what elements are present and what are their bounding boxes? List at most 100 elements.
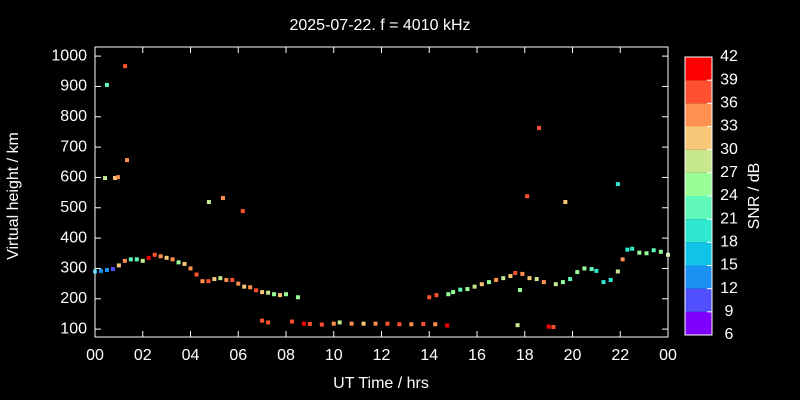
y-tick-label: 600 [60, 169, 87, 186]
colorbar-tick-label: 42 [720, 48, 738, 65]
point [568, 277, 573, 282]
point [349, 321, 354, 326]
point [560, 280, 565, 285]
point [465, 287, 470, 292]
point [525, 194, 530, 199]
point [433, 322, 438, 327]
point [206, 279, 211, 284]
point [637, 250, 642, 255]
colorbar-band [685, 80, 712, 104]
point [104, 267, 109, 272]
point [534, 277, 539, 282]
y-tick-label: 900 [60, 78, 87, 95]
colorbar-band [685, 126, 712, 150]
colorbar-tick-label: 9 [725, 303, 734, 320]
point [451, 290, 456, 295]
colorbar-band [685, 219, 712, 243]
point [608, 277, 613, 282]
y-tick-label: 200 [60, 290, 87, 307]
point [513, 270, 518, 275]
x-tick-label: 06 [229, 347, 247, 364]
point [397, 322, 402, 327]
point [446, 292, 451, 297]
x-tick-label: 04 [182, 347, 200, 364]
point [541, 280, 546, 285]
point [373, 321, 378, 326]
y-tick-label: 400 [60, 229, 87, 246]
point [551, 324, 556, 329]
y-tick-label: 300 [60, 260, 87, 277]
point [301, 321, 306, 326]
point [122, 258, 127, 263]
point [206, 200, 211, 205]
point [230, 277, 235, 282]
point [124, 158, 129, 163]
colorbar-label: SNR / dB [746, 163, 763, 230]
point [615, 269, 620, 274]
point [409, 322, 414, 327]
x-tick-label: 10 [325, 347, 343, 364]
point [520, 271, 525, 276]
x-tick-label: 22 [611, 347, 629, 364]
colorbar-tick-label: 12 [720, 280, 738, 297]
point [527, 276, 532, 281]
point [272, 292, 277, 297]
point [140, 258, 145, 263]
x-tick-label: 14 [420, 347, 438, 364]
x-tick-label: 20 [564, 347, 582, 364]
point [236, 281, 241, 286]
point [620, 257, 625, 262]
colorbar-tick-label: 24 [720, 187, 738, 204]
colorbar-tick-label: 30 [720, 141, 738, 158]
point [434, 293, 439, 298]
colorbar-tick-label: 33 [720, 118, 738, 135]
x-tick-label: 18 [516, 347, 534, 364]
x-tick-label: 08 [277, 347, 295, 364]
colorbar-tick-label: 21 [720, 210, 738, 227]
point [658, 249, 663, 254]
point [472, 284, 477, 289]
point [615, 182, 620, 187]
point [625, 247, 630, 252]
colorbar-tick-label: 39 [720, 71, 738, 88]
point [546, 324, 551, 329]
point [212, 277, 217, 282]
colorbar-tick-label: 15 [720, 257, 738, 274]
x-axis-label: UT Time / hrs [333, 375, 429, 392]
point [331, 321, 336, 326]
point [517, 287, 522, 292]
point [128, 257, 133, 262]
point [501, 276, 506, 281]
point [176, 260, 181, 265]
point [224, 277, 229, 282]
colorbar-band [685, 57, 712, 81]
y-tick-label: 1000 [51, 47, 87, 64]
point [220, 196, 225, 201]
point [644, 251, 649, 256]
point [601, 280, 606, 285]
point [240, 209, 245, 214]
point [278, 293, 283, 298]
colorbar-tick-label: 6 [725, 326, 734, 343]
point [289, 319, 294, 324]
point [515, 323, 520, 328]
point [218, 276, 223, 281]
point [103, 176, 108, 181]
colorbar-band [685, 196, 712, 220]
point [295, 295, 300, 300]
colorbar-tick-label: 18 [720, 234, 738, 251]
point [575, 270, 580, 275]
colorbar-band [685, 172, 712, 196]
point [537, 125, 542, 130]
point [242, 284, 247, 289]
point [307, 321, 312, 326]
y-tick-label: 100 [60, 320, 87, 337]
point [421, 321, 426, 326]
point [260, 290, 265, 295]
chart-title: 2025-07-22. f = 4010 kHz [289, 17, 470, 34]
point [594, 268, 599, 273]
x-tick-label: 16 [468, 347, 486, 364]
point [479, 282, 484, 287]
